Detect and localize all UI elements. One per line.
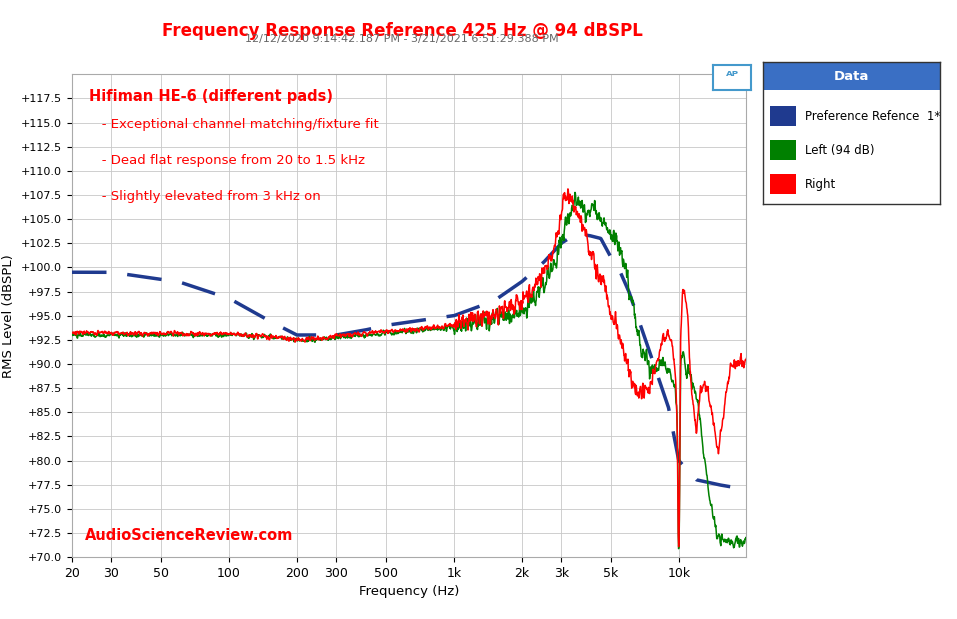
FancyBboxPatch shape [769,140,796,160]
Text: Data: Data [834,69,869,83]
Text: - Dead flat response from 20 to 1.5 kHz: - Dead flat response from 20 to 1.5 kHz [89,154,365,167]
Y-axis label: RMS Level (dBSPL): RMS Level (dBSPL) [2,254,15,378]
Text: Right: Right [805,178,836,191]
Text: Left (94 dB): Left (94 dB) [805,144,875,157]
Text: Hifiman HE-6 (different pads): Hifiman HE-6 (different pads) [89,89,333,104]
Text: - Slightly elevated from 3 kHz on: - Slightly elevated from 3 kHz on [89,190,321,203]
Text: 12/12/2020 9:14:42.187 PM - 3/21/2021 6:51:29.388 PM: 12/12/2020 9:14:42.187 PM - 3/21/2021 6:… [245,34,559,44]
FancyBboxPatch shape [769,175,796,194]
FancyBboxPatch shape [769,106,796,126]
Text: Frequency Response Reference 425 Hz @ 94 dBSPL: Frequency Response Reference 425 Hz @ 94… [162,22,642,40]
Text: Preference Refence  1*: Preference Refence 1* [805,110,941,123]
Text: - Exceptional channel matching/fixture fit: - Exceptional channel matching/fixture f… [89,118,378,131]
Text: ᴬᴾ: ᴬᴾ [725,71,739,84]
FancyBboxPatch shape [763,62,940,90]
X-axis label: Frequency (Hz): Frequency (Hz) [359,586,459,599]
Text: AudioScienceReview.com: AudioScienceReview.com [85,527,294,543]
